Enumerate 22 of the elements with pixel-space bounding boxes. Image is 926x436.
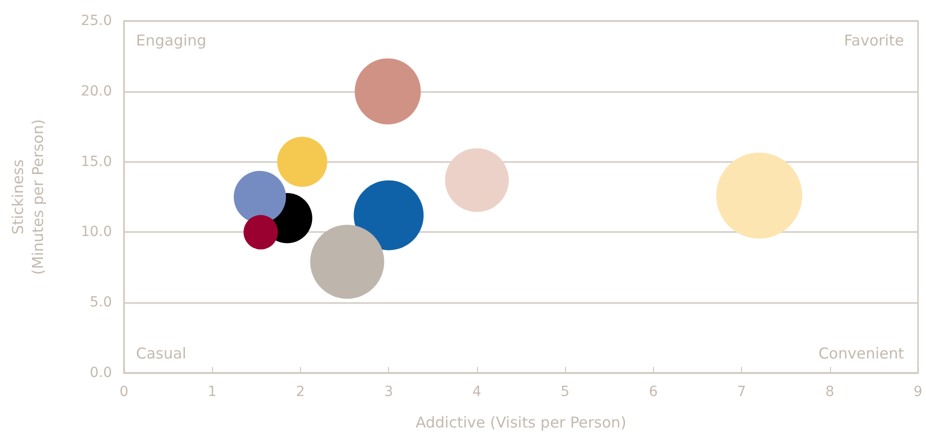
x-tick-label: 1	[208, 384, 217, 400]
x-tick-label: 9	[914, 384, 922, 400]
y-tick-label: 0.0	[90, 365, 112, 381]
x-tick-label: 0	[120, 384, 128, 400]
x-tick-label: 2	[296, 384, 305, 400]
y-tick-label: 25.0	[80, 13, 112, 29]
y-axis-title: Stickiness (Minutes per Person)	[9, 119, 47, 275]
y-tick-label: 15.0	[80, 154, 112, 170]
y-tick-label: 10.0	[80, 224, 112, 240]
x-tick-label: 4	[472, 384, 482, 400]
y-tick-label: 20.0	[80, 83, 112, 100]
x-tick-label: 7	[737, 384, 746, 400]
y-tick-label: 5.0	[90, 294, 112, 311]
x-tick-label: 6	[648, 384, 658, 400]
annotation: Convenient	[818, 344, 904, 362]
annotation: Engaging	[136, 32, 206, 50]
annotation: Casual	[136, 344, 186, 362]
x-tick-label: 8	[825, 384, 834, 400]
annotation: Favorite	[844, 32, 904, 50]
x-tick-label: 3	[384, 384, 394, 400]
x-axis-title: Addictive (Visits per Person)	[416, 414, 626, 432]
x-tick-label: 5	[560, 384, 570, 400]
